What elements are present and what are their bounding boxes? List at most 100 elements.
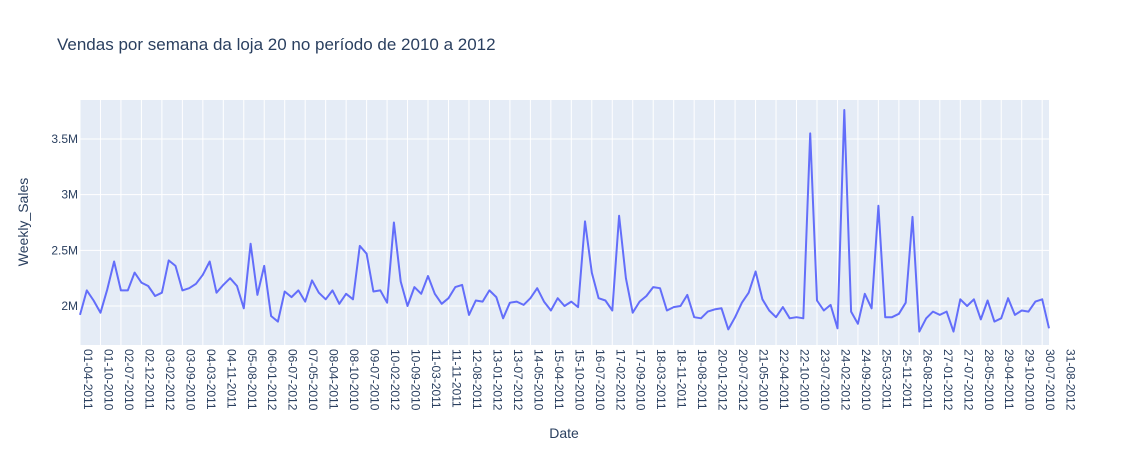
data-point[interactable] xyxy=(460,282,465,287)
data-point[interactable] xyxy=(1047,326,1052,331)
data-point[interactable] xyxy=(371,289,376,294)
data-point[interactable] xyxy=(678,304,683,309)
data-point[interactable] xyxy=(221,282,226,287)
data-point[interactable] xyxy=(153,294,158,299)
data-point[interactable] xyxy=(555,296,560,301)
data-point[interactable] xyxy=(303,299,308,304)
data-point[interactable] xyxy=(412,285,417,290)
data-point[interactable] xyxy=(112,259,117,264)
data-point[interactable] xyxy=(501,316,506,321)
data-point[interactable] xyxy=(166,258,171,263)
data-point[interactable] xyxy=(978,317,983,322)
data-point[interactable] xyxy=(350,297,355,302)
data-point[interactable] xyxy=(419,291,424,296)
data-point[interactable] xyxy=(173,263,178,268)
data-point[interactable] xyxy=(228,276,233,281)
data-point[interactable] xyxy=(262,263,267,268)
data-point[interactable] xyxy=(296,288,301,293)
data-point[interactable] xyxy=(146,283,151,288)
data-point[interactable] xyxy=(794,315,799,320)
data-point[interactable] xyxy=(241,306,246,311)
data-point[interactable] xyxy=(651,285,656,290)
data-point[interactable] xyxy=(630,310,635,315)
data-point[interactable] xyxy=(582,219,587,224)
data-point[interactable] xyxy=(132,270,137,275)
data-point[interactable] xyxy=(617,213,622,218)
data-point[interactable] xyxy=(712,307,717,312)
data-point[interactable] xyxy=(999,316,1004,321)
data-point[interactable] xyxy=(644,294,649,299)
data-point[interactable] xyxy=(194,281,199,286)
data-point[interactable] xyxy=(466,312,471,317)
data-point[interactable] xyxy=(890,315,895,320)
data-point[interactable] xyxy=(992,319,997,324)
data-point[interactable] xyxy=(139,280,144,285)
data-point[interactable] xyxy=(692,315,697,320)
data-point[interactable] xyxy=(214,290,219,295)
data-point[interactable] xyxy=(637,299,642,304)
data-point[interactable] xyxy=(767,308,772,313)
data-point[interactable] xyxy=(1033,299,1038,304)
data-point[interactable] xyxy=(125,288,130,293)
data-point[interactable] xyxy=(780,305,785,310)
data-point[interactable] xyxy=(159,290,164,295)
data-point[interactable] xyxy=(746,290,751,295)
data-point[interactable] xyxy=(569,299,574,304)
data-point[interactable] xyxy=(835,326,840,331)
data-point[interactable] xyxy=(924,316,929,321)
data-point[interactable] xyxy=(1019,308,1024,313)
data-point[interactable] xyxy=(733,315,738,320)
data-point[interactable] xyxy=(282,289,287,294)
data-point[interactable] xyxy=(910,214,915,219)
data-point[interactable] xyxy=(187,286,192,291)
data-point[interactable] xyxy=(562,304,567,309)
data-point[interactable] xyxy=(869,306,874,311)
data-point[interactable] xyxy=(842,108,847,113)
data-point[interactable] xyxy=(719,306,724,311)
data-point[interactable] xyxy=(480,299,485,304)
data-point[interactable] xyxy=(705,309,710,314)
data-point[interactable] xyxy=(234,283,239,288)
data-point[interactable] xyxy=(548,308,553,313)
data-point[interactable] xyxy=(364,251,369,256)
data-point[interactable] xyxy=(917,329,922,334)
data-point[interactable] xyxy=(357,243,362,248)
data-point[interactable] xyxy=(528,296,533,301)
data-point[interactable] xyxy=(808,131,813,136)
data-point[interactable] xyxy=(180,288,185,293)
data-point[interactable] xyxy=(426,273,431,278)
data-point[interactable] xyxy=(207,259,212,264)
data-point[interactable] xyxy=(378,288,383,293)
data-point[interactable] xyxy=(78,312,83,317)
data-point[interactable] xyxy=(821,308,826,313)
data-point[interactable] xyxy=(774,315,779,320)
data-point[interactable] xyxy=(828,302,833,307)
data-point[interactable] xyxy=(323,297,328,302)
data-point[interactable] xyxy=(473,298,478,303)
data-point[interactable] xyxy=(432,291,437,296)
data-point[interactable] xyxy=(535,286,540,291)
data-point[interactable] xyxy=(98,310,103,315)
data-point[interactable] xyxy=(685,292,690,297)
data-point[interactable] xyxy=(542,299,547,304)
data-point[interactable] xyxy=(671,305,676,310)
data-point[interactable] xyxy=(337,301,342,306)
data-point[interactable] xyxy=(971,297,976,302)
data-point[interactable] xyxy=(760,297,765,302)
data-point[interactable] xyxy=(330,288,335,293)
data-point[interactable] xyxy=(876,203,881,208)
data-point[interactable] xyxy=(726,327,731,332)
data-point[interactable] xyxy=(385,300,390,305)
data-point[interactable] xyxy=(944,309,949,314)
data-point[interactable] xyxy=(965,304,970,309)
data-point[interactable] xyxy=(985,298,990,303)
data-point[interactable] xyxy=(787,316,792,321)
data-point[interactable] xyxy=(739,300,744,305)
data-point[interactable] xyxy=(494,295,499,300)
data-point[interactable] xyxy=(1040,297,1045,302)
data-point[interactable] xyxy=(903,300,908,305)
data-point[interactable] xyxy=(576,305,581,310)
data-point[interactable] xyxy=(200,272,205,277)
data-point[interactable] xyxy=(814,298,819,303)
data-point[interactable] xyxy=(958,297,963,302)
